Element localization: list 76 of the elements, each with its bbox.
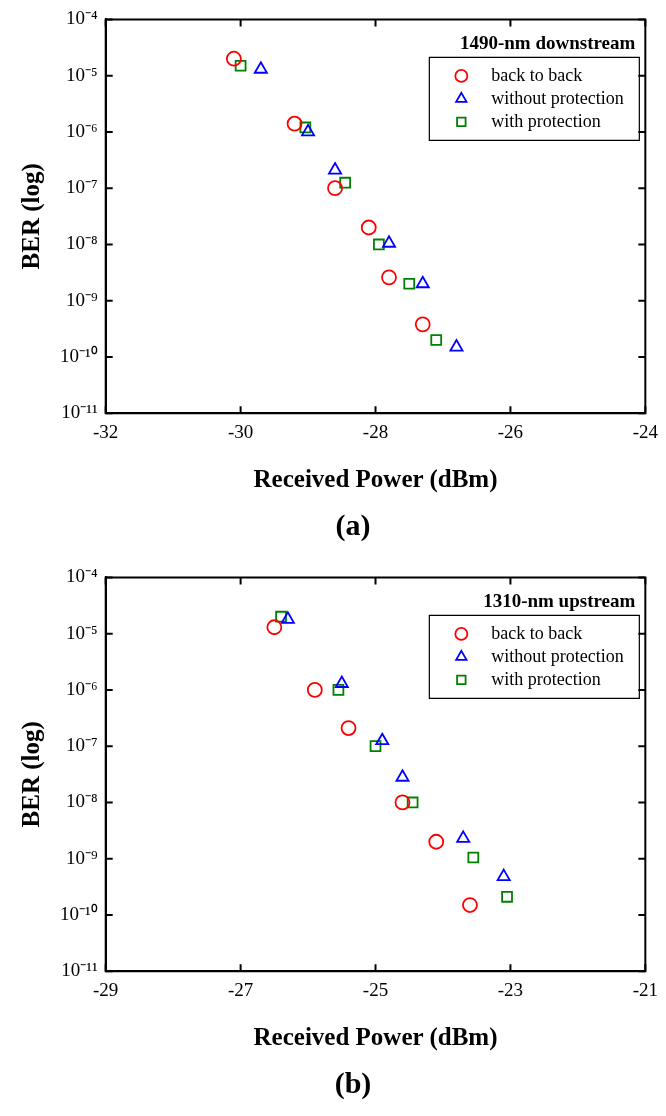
point [332, 684, 345, 696]
x-tick-label: -29 [93, 978, 119, 1000]
legend-label: without protection [491, 87, 624, 108]
x-tick-label: -23 [497, 978, 524, 1000]
point [334, 675, 349, 688]
point [301, 124, 316, 137]
x-tick-label: -26 [497, 420, 524, 442]
legend-title: 1490-nm downstream [459, 31, 636, 53]
x-tick-label: -21 [632, 978, 658, 1000]
point [369, 740, 382, 753]
point [225, 50, 242, 67]
point [403, 277, 416, 290]
point [373, 238, 385, 251]
y-tick-label: 10⁻⁵ [66, 63, 98, 85]
y-axis-title: BER (log) [17, 163, 46, 270]
x-tick-label: -30 [227, 420, 254, 442]
point [415, 275, 430, 289]
y-tick-label: 10⁻⁴ [66, 7, 99, 29]
y-tick-label: 10⁻⁸ [66, 232, 98, 254]
point [286, 115, 303, 132]
point [382, 235, 396, 248]
y-axis-title: BER (log) [17, 721, 46, 828]
y-tick-label: 10⁻⁸ [66, 790, 98, 812]
legend-label: back to back [491, 622, 583, 643]
point [449, 339, 464, 352]
y-tick-label: 10⁻⁹ [66, 288, 99, 310]
point [253, 61, 268, 74]
point [299, 121, 312, 134]
point [414, 316, 431, 333]
point [406, 796, 419, 809]
point [360, 219, 377, 236]
point [430, 334, 443, 346]
legend-label: without protection [491, 645, 624, 666]
legend-label: with protection [491, 668, 601, 689]
point [394, 794, 411, 811]
point [275, 610, 287, 623]
point [339, 176, 352, 189]
x-axis-title: Received Power (dBm) [253, 1023, 498, 1052]
point [496, 868, 511, 882]
x-tick-label: -25 [362, 978, 389, 1000]
point [340, 720, 357, 736]
y-tick-label: 10⁻⁵ [66, 621, 98, 643]
point [501, 890, 513, 903]
point [280, 611, 295, 624]
point [375, 732, 390, 746]
x-tick-label: -28 [362, 420, 389, 442]
x-tick-label: -24 [632, 420, 659, 442]
y-tick-label: 10⁻⁶ [66, 677, 98, 699]
point [327, 180, 343, 197]
point [467, 851, 480, 864]
point [381, 269, 397, 286]
x-axis-title: Received Power (dBm) [253, 465, 498, 494]
point [462, 897, 478, 913]
y-tick-label: 10⁻⁶ [66, 119, 98, 141]
point [428, 833, 445, 850]
text: (a) [334, 507, 372, 543]
point [266, 619, 283, 636]
legend-label: back to back [491, 64, 583, 85]
point [306, 682, 323, 698]
y-tick-label: 10⁻⁴ [66, 565, 99, 587]
y-tick-label: 10⁻⁹ [66, 846, 99, 868]
y-tick-label: 10⁻¹⁰ [59, 344, 98, 366]
x-tick-label: -27 [227, 978, 254, 1000]
point [395, 769, 410, 782]
y-tick-label: 10⁻⁷ [66, 734, 98, 756]
point [328, 162, 343, 175]
x-tick-label: -32 [93, 420, 119, 442]
text: (b) [333, 1065, 373, 1101]
legend-label: with protection [491, 110, 601, 131]
point [234, 59, 247, 72]
y-tick-label: 10⁻¹¹ [61, 401, 98, 423]
y-tick-label: 10⁻¹¹ [61, 959, 98, 981]
y-tick-label: 10⁻⁷ [66, 176, 98, 198]
point [456, 830, 471, 843]
y-tick-label: 10⁻¹⁰ [59, 902, 98, 924]
legend-title: 1310-nm upstream [483, 589, 636, 611]
